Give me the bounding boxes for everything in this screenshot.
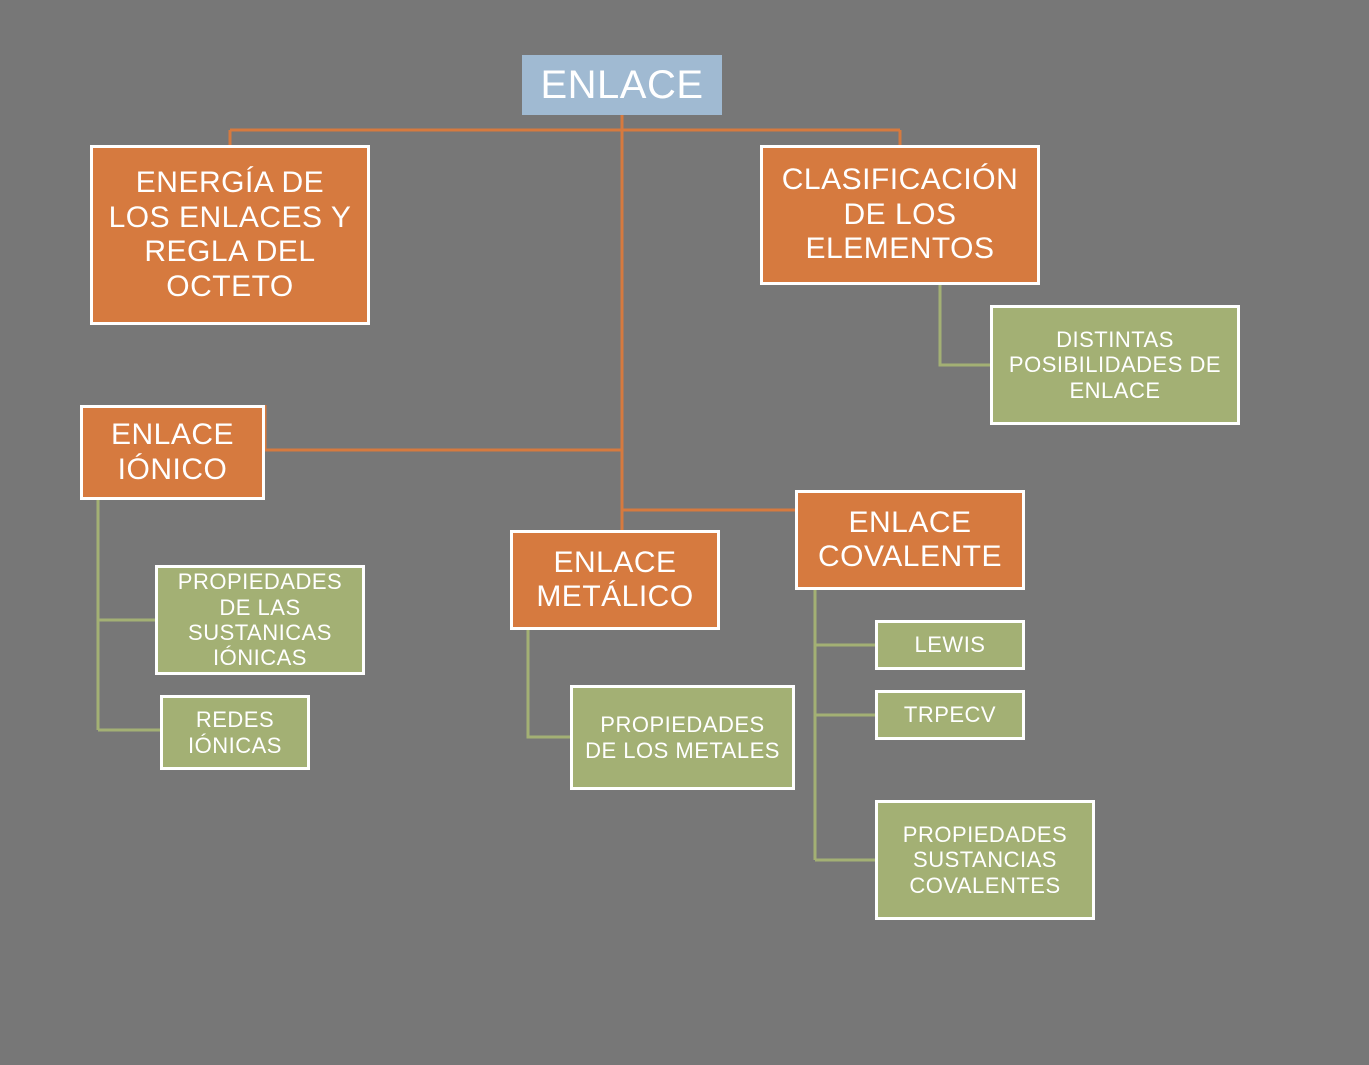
connector-line (265, 405, 622, 450)
node-metalico: ENLACE METÁLICO (510, 530, 720, 630)
node-distintas: DISTINTAS POSIBILIDADES DE ENLACE (990, 305, 1240, 425)
node-prop-metales: PROPIEDADES DE LOS METALES (570, 685, 795, 790)
node-energia: ENERGÍA DE LOS ENLACES Y REGLA DEL OCTET… (90, 145, 370, 325)
node-redes-ionicas: REDES IÓNICAS (160, 695, 310, 770)
node-ionico: ENLACE IÓNICO (80, 405, 265, 500)
node-trpecv: TRPECV (875, 690, 1025, 740)
node-prop-covalentes: PROPIEDADES SUSTANCIAS COVALENTES (875, 800, 1095, 920)
node-lewis: LEWIS (875, 620, 1025, 670)
node-covalente: ENLACE COVALENTE (795, 490, 1025, 590)
node-prop-ionicas: PROPIEDADES DE LAS SUSTANICAS IÓNICAS (155, 565, 365, 675)
connector-line (940, 285, 990, 365)
connector-line (528, 630, 570, 737)
node-clasificacion: CLASIFICACIÓN DE LOS ELEMENTOS (760, 145, 1040, 285)
node-root: ENLACE (522, 55, 722, 115)
